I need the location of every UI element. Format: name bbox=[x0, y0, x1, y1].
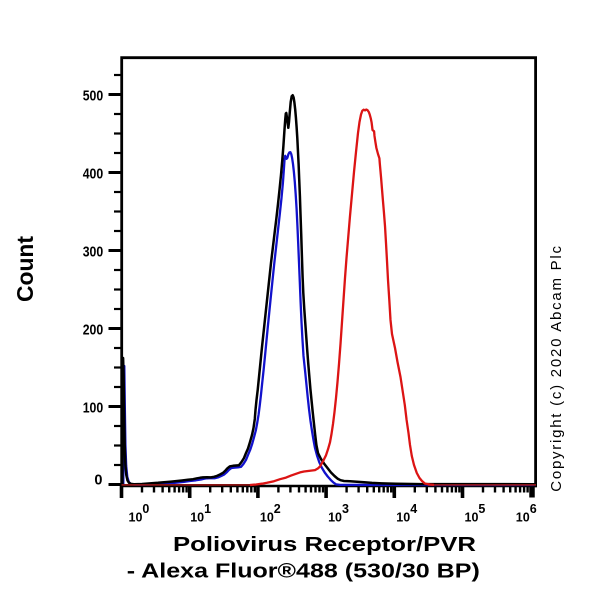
svg-text:Copyright (c) 2020 Abcam Plc: Copyright (c) 2020 Abcam Plc bbox=[548, 244, 565, 491]
svg-text:0: 0 bbox=[94, 473, 102, 489]
svg-text:100: 100 bbox=[129, 502, 150, 525]
svg-text:102: 102 bbox=[260, 502, 281, 525]
svg-text:300: 300 bbox=[83, 245, 104, 261]
svg-text:104: 104 bbox=[396, 502, 417, 525]
svg-text:100: 100 bbox=[83, 401, 104, 417]
svg-text:105: 105 bbox=[465, 502, 486, 525]
svg-text:200: 200 bbox=[83, 323, 104, 339]
svg-text:103: 103 bbox=[328, 502, 349, 525]
svg-text:Count: Count bbox=[12, 236, 38, 302]
svg-text:500: 500 bbox=[83, 89, 104, 105]
svg-text:400: 400 bbox=[83, 167, 104, 183]
svg-text:Poliovirus Receptor/PVR: Poliovirus Receptor/PVR bbox=[173, 534, 477, 556]
svg-text:106: 106 bbox=[516, 502, 537, 525]
svg-text:- Alexa Fluor®488 (530/30 BP): - Alexa Fluor®488 (530/30 BP) bbox=[127, 561, 480, 583]
svg-text:101: 101 bbox=[190, 502, 211, 525]
